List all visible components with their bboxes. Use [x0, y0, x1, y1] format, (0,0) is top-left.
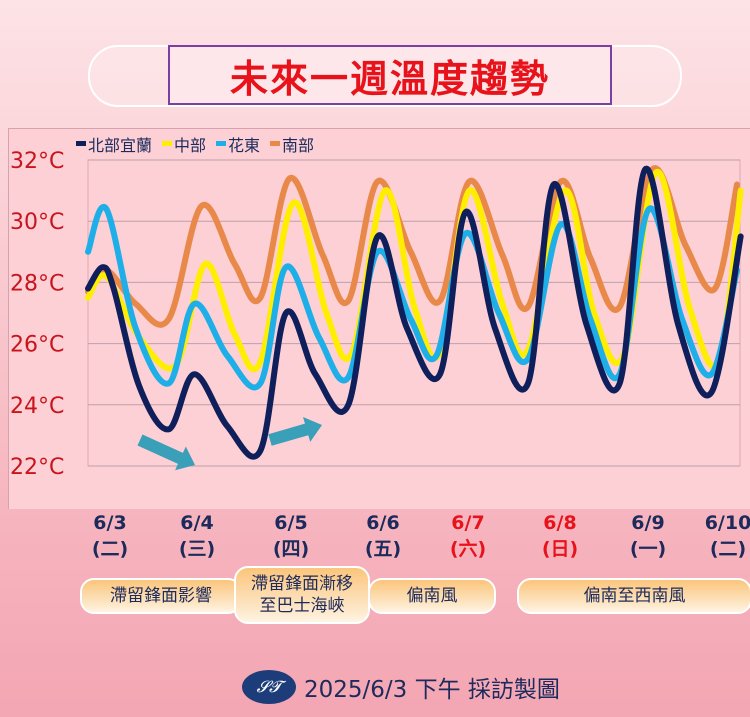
x-tick-label: 6/4 (三): [167, 510, 227, 562]
weekday-label: (一): [629, 538, 667, 560]
y-tick-label: 26°C: [10, 333, 64, 358]
x-tick-label: 6/6 (五): [353, 510, 413, 562]
date-label: 6/3: [93, 512, 127, 534]
legend-label: 中部: [174, 136, 206, 155]
x-tick-label: 6/5 (四): [261, 510, 321, 562]
date-label: 6/9: [631, 512, 665, 534]
legend-swatch: [76, 141, 86, 146]
series-line-北部宜蘭: [85, 166, 744, 460]
page-title: 未來一週溫度趨勢: [168, 45, 612, 105]
date-label: 6/5: [274, 512, 308, 534]
wind-arrow-icon: [137, 434, 195, 471]
legend-swatch: [162, 141, 172, 146]
y-tick-label: 32°C: [10, 149, 64, 174]
y-tick-label: 22°C: [10, 455, 64, 480]
legend-label: 花東: [228, 136, 260, 155]
weather-label-southwest-wind: 偏南至西南風: [517, 578, 750, 614]
date-label: 6/6: [366, 512, 400, 534]
footer-text: 2025/6/3 下午 採訪製圖: [304, 677, 560, 703]
wind-arrow-icon: [268, 416, 322, 446]
legend-label: 北部宜蘭: [88, 136, 152, 155]
weekday-label: (六): [449, 538, 487, 560]
date-label: 6/4: [180, 512, 214, 534]
legend-label: 南部: [282, 136, 314, 155]
weekday-label: (三): [178, 538, 216, 560]
x-tick-label: 6/10 (二): [698, 510, 750, 562]
y-tick-label: 24°C: [10, 394, 64, 419]
date-label: 6/10: [704, 512, 750, 534]
weekday-label: (二): [709, 538, 747, 560]
footer: 𝓢𝓣 2025/6/3 下午 採訪製圖: [242, 670, 560, 704]
x-tick-label: 6/7 (六): [438, 510, 498, 562]
x-tick-label: 6/9 (一): [618, 510, 678, 562]
weekday-label: (五): [364, 538, 402, 560]
date-label: 6/8: [543, 512, 577, 534]
logo-icon: 𝓢𝓣: [242, 670, 296, 704]
weekday-label: (日): [541, 538, 579, 560]
date-label: 6/7: [451, 512, 485, 534]
weather-label-front-moving: 滯留鋒面漸移 至巴士海峽: [234, 566, 370, 624]
x-tick-label: 6/3 (二): [80, 510, 140, 562]
legend-swatch: [270, 141, 280, 146]
x-tick-label: 6/8 (日): [530, 510, 590, 562]
weather-label-front: 滯留鋒面影響: [80, 578, 242, 614]
weekday-label: (四): [272, 538, 310, 560]
legend-swatch: [216, 141, 226, 146]
y-tick-label: 30°C: [10, 210, 64, 235]
weekday-label: (二): [91, 538, 129, 560]
weather-label-south-wind: 偏南風: [368, 578, 496, 614]
y-tick-label: 28°C: [10, 271, 64, 296]
